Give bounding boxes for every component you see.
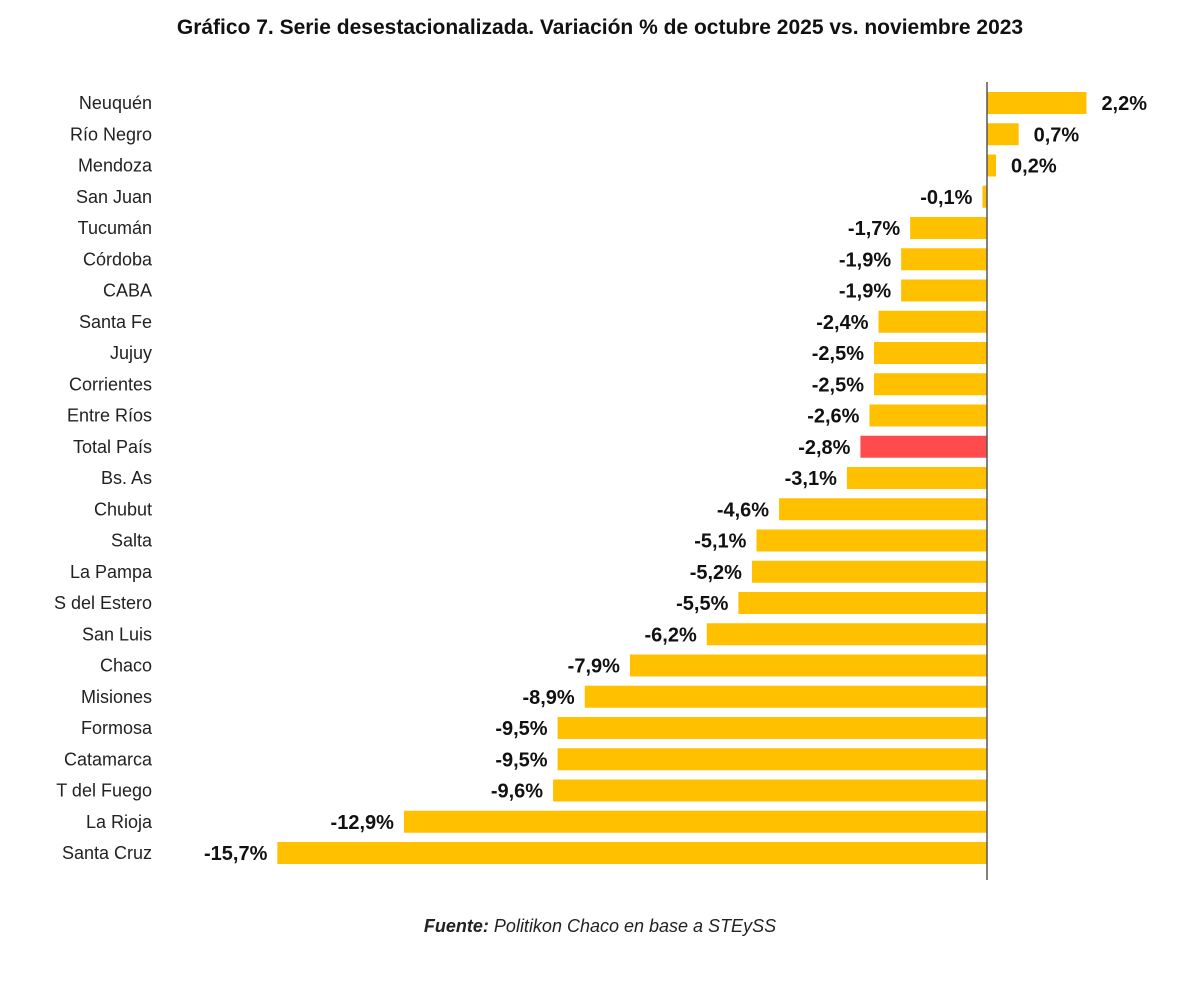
data-label: -1,9% [839,249,891,271]
bar [987,123,1019,146]
category-label: Formosa [81,718,153,738]
data-label: -0,1% [920,187,972,209]
source-label: Fuente: [423,916,489,936]
bar [557,748,987,771]
bar [403,810,987,833]
data-label: -4,6% [717,499,769,521]
category-label: Salta [111,531,153,551]
bar [557,717,987,739]
data-label: -7,9% [568,656,620,678]
data-label: -2,6% [807,406,859,428]
category-label: Bs. As [101,468,152,488]
data-label: -8,9% [522,687,574,709]
category-label: Jujuy [110,343,152,363]
data-label: -9,5% [495,749,547,771]
category-label: La Pampa [70,562,153,582]
bar [846,467,987,489]
data-label: -5,2% [690,562,742,584]
bar [878,310,987,333]
category-label: Total País [73,437,152,457]
data-label: -9,6% [491,781,543,803]
chart-source: Fuente: Politikon Chaco en base a STEySS [0,916,1200,937]
data-label: -15,7% [204,843,268,865]
category-label: Chubut [94,499,152,519]
bar [874,342,987,364]
category-label: Tucumán [78,218,152,238]
bar [629,654,987,677]
source-text: Politikon Chaco en base a STEySS [493,916,777,936]
bar [779,498,987,521]
data-label: -2,4% [816,312,868,334]
bar [901,248,987,271]
category-label: Santa Cruz [62,843,152,863]
bar [987,92,1087,114]
bar [738,592,987,614]
bar [751,560,987,583]
bar [756,529,987,552]
bar [901,279,987,302]
category-label: Neuquén [79,93,152,113]
data-label: 2,2% [1101,93,1147,115]
data-label: -6,2% [645,624,697,646]
category-label: T del Fuego [56,781,152,801]
data-label: -5,5% [676,593,728,615]
data-label: 0,2% [1011,156,1057,178]
chart-title: Gráfico 7. Serie desestacionalizada. Var… [176,16,1024,39]
bar [860,435,987,458]
bar [987,154,997,177]
bar [982,185,987,208]
category-label: Santa Fe [79,312,152,332]
category-label: Entre Ríos [67,406,152,426]
category-label: Catamarca [64,749,153,769]
data-label: -2,5% [812,343,864,365]
category-label: La Rioja [86,812,153,832]
bar [869,404,987,427]
data-label: -5,1% [694,531,746,553]
data-label: -12,9% [331,812,395,834]
data-label: -2,5% [812,374,864,396]
bar [706,623,987,646]
bar [584,685,987,708]
category-label: Corrientes [69,374,152,394]
bar [874,373,987,396]
data-label: -2,8% [798,437,850,459]
data-label: 0,7% [1034,124,1080,146]
data-label: -3,1% [785,468,837,490]
category-label: Misiones [81,687,152,707]
bar [910,217,987,239]
category-label: S del Estero [54,593,152,613]
category-label: San Juan [76,187,152,207]
data-label: -1,9% [839,281,891,303]
category-label: CABA [103,281,152,301]
data-label: -9,5% [495,718,547,740]
bar [553,779,987,802]
category-label: Mendoza [78,156,153,176]
bar [277,842,987,864]
category-label: Río Negro [70,124,152,144]
data-label: -1,7% [848,218,900,240]
category-label: Chaco [100,656,152,676]
category-label: Córdoba [83,249,153,269]
category-label: San Luis [82,624,152,644]
